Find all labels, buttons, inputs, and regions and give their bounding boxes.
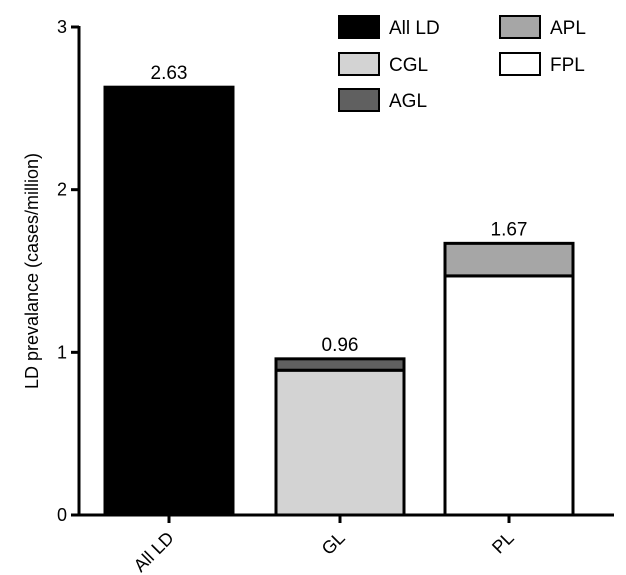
bar-segment-apl [443,241,575,278]
legend-swatch [338,52,380,76]
legend-label: All LD [389,18,440,39]
x-tick-label: GL [318,528,349,559]
axes [77,26,614,517]
bar-total-label: 1.67 [491,219,528,240]
y-ticks: 0 1 2 3 [57,17,79,525]
legend-swatch [338,88,380,112]
y-tick-label: 2 [57,180,67,200]
bar-segment-agl [274,357,406,372]
legend-swatch [499,15,541,39]
value-labels: 2.63 0.96 1.67 [151,63,528,356]
bars [103,85,575,517]
x-tick-label: PL [488,528,518,558]
legend-label: FPL [550,55,585,76]
x-ticks: All LD GL PL [130,515,518,575]
bar-segment-fpl [443,274,575,517]
y-axis-title: LD prevalance (cases/million) [22,153,42,389]
bar-total-label: 0.96 [322,335,359,356]
legend-label: CGL [389,55,428,76]
bar-segment-all-ld [103,85,235,517]
y-tick-label: 1 [57,342,67,362]
bar-total-label: 2.63 [151,63,188,84]
legend-label: APL [550,18,586,39]
y-tick-label: 0 [57,505,67,525]
bar-segment-cgl [274,368,406,517]
legend-swatch [499,52,541,76]
legend-label: AGL [389,91,427,112]
y-tick-label: 3 [57,17,67,37]
x-tick-label: All LD [130,528,178,575]
legend-swatch [338,15,380,39]
legend: All LD CGL AGL APL FPL [338,15,586,112]
